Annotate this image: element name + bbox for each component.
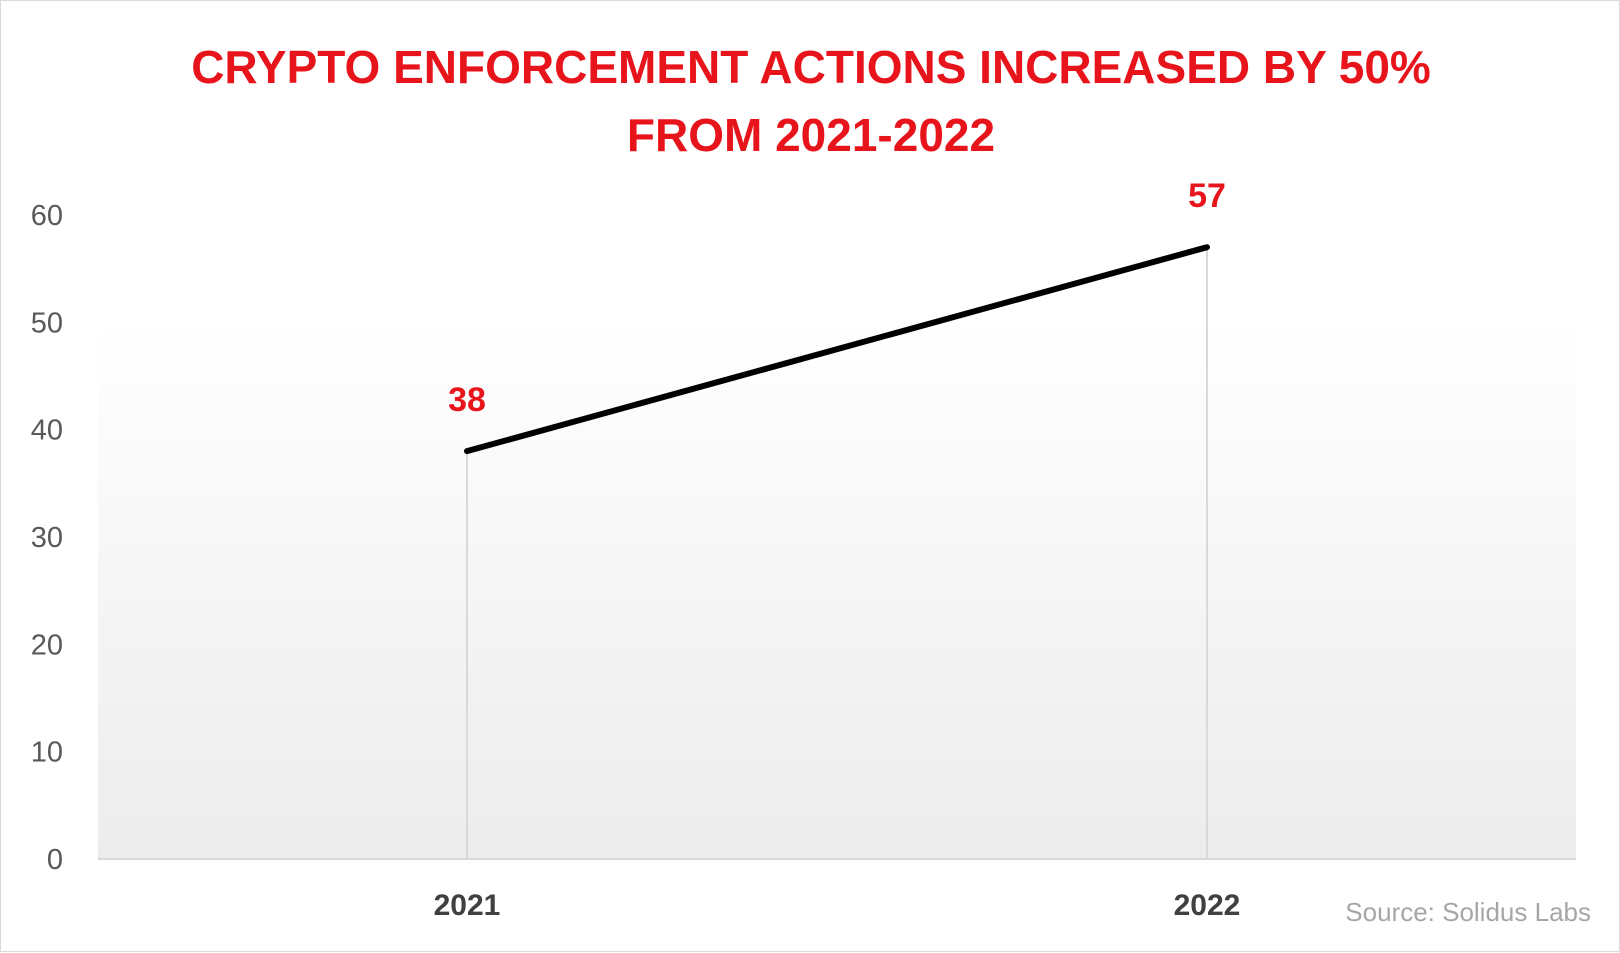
y-tick-label: 50 xyxy=(31,307,63,339)
data-label: 57 xyxy=(1188,177,1226,215)
series-line xyxy=(464,244,1210,455)
chart-title: CRYPTO ENFORCEMENT ACTIONS INCREASED BY … xyxy=(191,41,1431,161)
chart-title-line-1: CRYPTO ENFORCEMENT ACTIONS INCREASED BY … xyxy=(191,41,1431,93)
x-tick-label: 2022 xyxy=(1174,889,1241,922)
y-tick-label: 0 xyxy=(47,844,63,876)
plot-area-background xyxy=(98,321,1576,859)
y-tick-label: 60 xyxy=(31,200,63,232)
x-tick-label: 2021 xyxy=(434,889,501,922)
y-axis: 0 10 20 30 40 50 60 xyxy=(31,200,63,876)
y-tick-label: 40 xyxy=(31,415,63,447)
source-note: Source: Solidus Labs xyxy=(1345,897,1591,927)
y-tick-label: 10 xyxy=(31,737,63,769)
y-tick-label: 20 xyxy=(31,629,63,661)
data-labels: 38 57 xyxy=(448,177,1226,419)
x-axis: 2021 2022 xyxy=(434,889,1241,922)
series-group xyxy=(464,244,1210,455)
drop-lines xyxy=(466,247,1208,859)
data-label: 38 xyxy=(448,381,486,419)
chart-title-line-2: FROM 2021-2022 xyxy=(627,109,995,161)
y-tick-label: 30 xyxy=(31,522,63,554)
